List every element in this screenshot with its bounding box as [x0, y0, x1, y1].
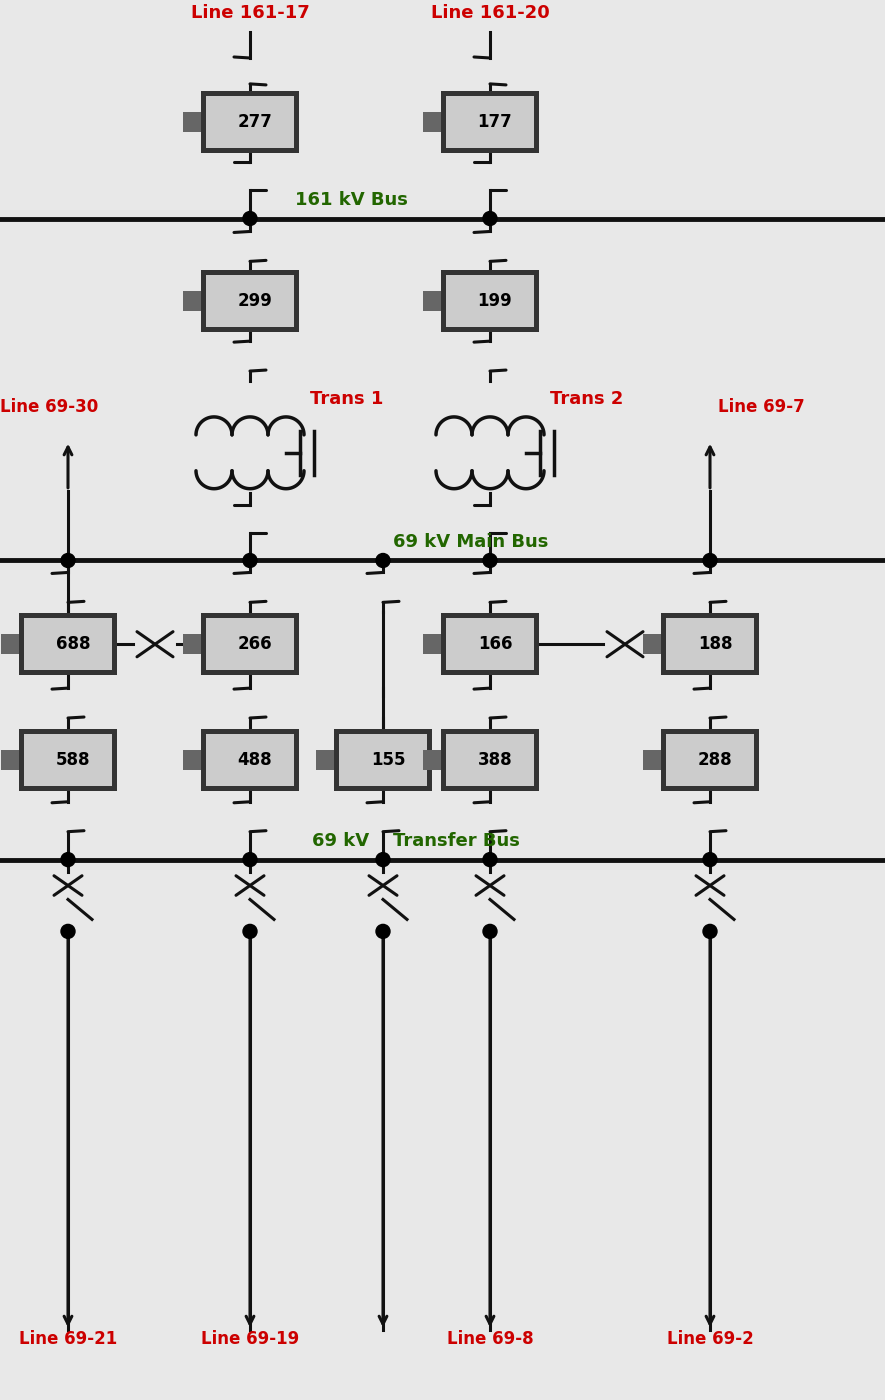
- Text: 161 kV Bus: 161 kV Bus: [295, 190, 408, 209]
- Text: Line 69-8: Line 69-8: [447, 1330, 534, 1348]
- Bar: [206, 95, 294, 148]
- Text: Line 69-21: Line 69-21: [19, 1330, 117, 1348]
- Text: 388: 388: [478, 750, 512, 769]
- Circle shape: [483, 211, 497, 225]
- Bar: [183, 291, 201, 311]
- Text: Line 161-17: Line 161-17: [190, 4, 310, 22]
- Bar: [201, 613, 299, 675]
- Bar: [201, 729, 299, 791]
- Bar: [441, 729, 539, 791]
- Circle shape: [703, 924, 717, 938]
- Circle shape: [376, 553, 390, 567]
- Text: 588: 588: [56, 750, 90, 769]
- Circle shape: [703, 553, 717, 567]
- Bar: [446, 276, 534, 328]
- Bar: [183, 634, 201, 654]
- Text: 188: 188: [697, 636, 732, 654]
- Circle shape: [61, 553, 75, 567]
- Bar: [661, 729, 759, 791]
- Circle shape: [483, 553, 497, 567]
- Text: 288: 288: [697, 750, 732, 769]
- Bar: [1, 634, 19, 654]
- Text: Line 161-20: Line 161-20: [431, 4, 550, 22]
- Bar: [24, 734, 112, 785]
- Text: 199: 199: [478, 293, 512, 311]
- Text: 688: 688: [56, 636, 90, 654]
- Bar: [19, 613, 117, 675]
- Bar: [206, 619, 294, 671]
- Bar: [423, 750, 441, 770]
- Bar: [183, 750, 201, 770]
- Circle shape: [243, 853, 257, 867]
- Circle shape: [243, 211, 257, 225]
- Circle shape: [376, 924, 390, 938]
- Circle shape: [61, 924, 75, 938]
- Text: 277: 277: [237, 113, 273, 130]
- Bar: [201, 270, 299, 332]
- Bar: [316, 750, 334, 770]
- Bar: [24, 619, 112, 671]
- Bar: [339, 734, 427, 785]
- Text: 69 kV: 69 kV: [312, 832, 369, 850]
- Circle shape: [61, 853, 75, 867]
- Bar: [206, 276, 294, 328]
- Text: 266: 266: [238, 636, 273, 654]
- Circle shape: [703, 853, 717, 867]
- Bar: [183, 112, 201, 132]
- Bar: [643, 634, 661, 654]
- Circle shape: [376, 853, 390, 867]
- Text: Line 69-30: Line 69-30: [0, 398, 98, 416]
- Text: Trans 1: Trans 1: [310, 391, 383, 407]
- Bar: [441, 613, 539, 675]
- Text: Line 69-7: Line 69-7: [718, 398, 804, 416]
- Text: Line 69-19: Line 69-19: [201, 1330, 299, 1348]
- Bar: [666, 734, 754, 785]
- Bar: [206, 734, 294, 785]
- Bar: [1, 750, 19, 770]
- Bar: [446, 734, 534, 785]
- Text: Trans 2: Trans 2: [550, 391, 623, 407]
- Text: Line 69-2: Line 69-2: [666, 1330, 753, 1348]
- Bar: [441, 270, 539, 332]
- Circle shape: [243, 924, 257, 938]
- Bar: [334, 729, 432, 791]
- Bar: [446, 619, 534, 671]
- Bar: [423, 291, 441, 311]
- Text: 69 kV Main Bus: 69 kV Main Bus: [393, 532, 549, 550]
- Text: Transfer Bus: Transfer Bus: [393, 832, 519, 850]
- Circle shape: [483, 924, 497, 938]
- Bar: [201, 91, 299, 153]
- Text: 166: 166: [478, 636, 512, 654]
- Text: 177: 177: [478, 113, 512, 130]
- Bar: [643, 750, 661, 770]
- Bar: [423, 112, 441, 132]
- Text: 488: 488: [238, 750, 273, 769]
- Text: 155: 155: [371, 750, 405, 769]
- Circle shape: [243, 553, 257, 567]
- Bar: [19, 729, 117, 791]
- Bar: [423, 634, 441, 654]
- Bar: [441, 91, 539, 153]
- Bar: [446, 95, 534, 148]
- Bar: [661, 613, 759, 675]
- Circle shape: [483, 853, 497, 867]
- Text: 299: 299: [237, 293, 273, 311]
- Bar: [666, 619, 754, 671]
